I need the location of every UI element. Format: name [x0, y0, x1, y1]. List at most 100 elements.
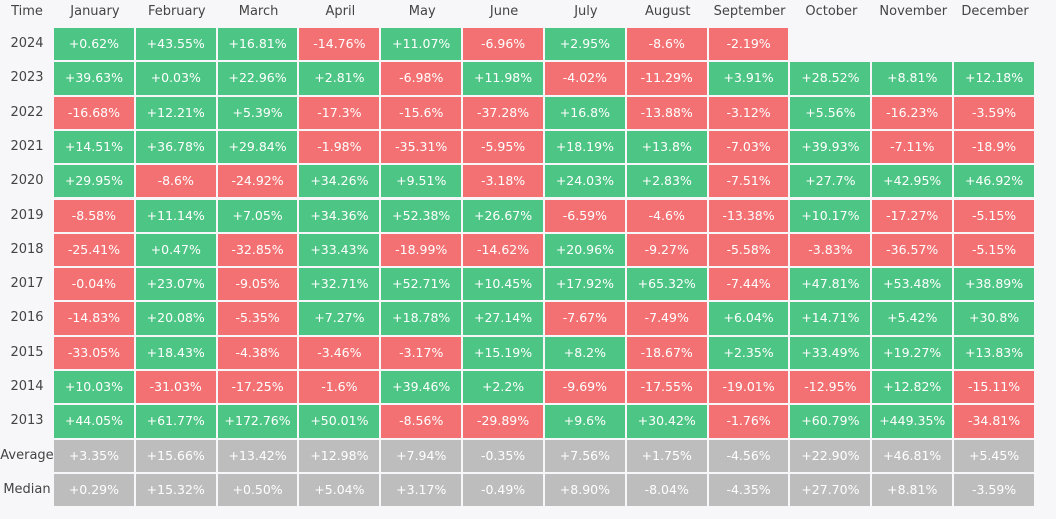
heatmap-cell: +34.36% — [299, 199, 380, 232]
year-label: 2024 — [10, 36, 44, 51]
heatmap-cell: -16.68% — [54, 96, 134, 129]
heatmap-cell: -2.19% — [708, 28, 789, 61]
heatmap-cell: +29.84% — [217, 130, 298, 164]
heatmap-cell: -3.59% — [954, 96, 1034, 129]
heatmap-cell: -9.27% — [626, 233, 707, 267]
summary-cell: +0.50% — [217, 473, 298, 507]
heatmap-cell: -14.62% — [463, 233, 543, 267]
year-label: 2015 — [10, 344, 44, 360]
heatmap-cell: +2.35% — [708, 336, 789, 369]
month-header: February — [147, 4, 206, 19]
summary-cell: -4.56% — [708, 439, 789, 472]
heatmap-cell: +6.04% — [708, 302, 789, 335]
heatmap-cell: +13.83% — [954, 336, 1034, 369]
heatmap-cell: +14.71% — [790, 302, 871, 335]
summary-cell: -8.04% — [626, 473, 707, 507]
month-header: June — [489, 4, 519, 19]
month-header: April — [325, 4, 356, 19]
summary-label: Median — [3, 481, 51, 497]
heatmap-cell: +46.92% — [954, 165, 1034, 198]
heatmap-cell: -16.23% — [872, 96, 953, 129]
heatmap-cell: -7.44% — [708, 268, 789, 301]
summary-cell: +5.04% — [299, 473, 380, 507]
heatmap-cell: -6.96% — [463, 28, 543, 61]
heatmap-cell: +33.43% — [299, 233, 380, 267]
heatmap-cell: +47.81% — [790, 268, 871, 301]
heatmap-cell: -24.92% — [217, 165, 298, 198]
heatmap-cell: -6.59% — [544, 199, 625, 232]
year-label: 2017 — [10, 276, 44, 292]
heatmap-cell: -5.15% — [954, 199, 1034, 232]
heatmap-cell: +18.43% — [135, 336, 216, 369]
summary-cell: +22.90% — [790, 439, 871, 472]
summary-cell: +0.29% — [54, 473, 134, 507]
year-label: 2019 — [10, 207, 44, 223]
heatmap-cell: -1.76% — [708, 405, 789, 438]
heatmap-cell: -32.85% — [217, 233, 298, 267]
heatmap-cell: +65.32% — [626, 268, 707, 301]
heatmap-cell: -33.05% — [54, 336, 134, 369]
heatmap-cell: +12.82% — [872, 371, 953, 404]
month-header: March — [238, 4, 279, 19]
heatmap-cell: +13.8% — [626, 130, 707, 164]
heatmap-cell: -4.02% — [544, 62, 625, 95]
heatmap-cell: +15.19% — [463, 336, 543, 369]
summary-cell: -0.49% — [463, 473, 543, 507]
heatmap-cell: -7.11% — [872, 130, 953, 164]
heatmap-cell: +2.95% — [544, 28, 625, 61]
summary-cell: +8.81% — [872, 473, 953, 507]
month-header: October — [805, 4, 858, 19]
heatmap-cell: -3.46% — [299, 336, 380, 369]
heatmap-cell: -5.58% — [708, 233, 789, 267]
month-header: September — [713, 4, 786, 19]
heatmap-cell: -18.99% — [381, 233, 462, 267]
summary-cell: +7.56% — [544, 439, 625, 472]
heatmap-cell: +10.03% — [54, 371, 134, 404]
year-label: 2020 — [10, 173, 44, 189]
heatmap-cell: -9.05% — [217, 268, 298, 301]
month-header: August — [644, 4, 691, 19]
heatmap-cell: -18.67% — [626, 336, 707, 369]
heatmap-cell: +23.07% — [135, 268, 216, 301]
heatmap-cell: +42.95% — [872, 165, 953, 198]
summary-cell: +7.94% — [381, 439, 462, 472]
month-header: May — [408, 4, 436, 19]
summary-cell: +46.81% — [872, 439, 953, 472]
heatmap-cell: -29.89% — [463, 405, 543, 438]
year-label: 2022 — [10, 104, 44, 120]
heatmap-cell: -8.6% — [135, 165, 216, 198]
heatmap-cell: +10.17% — [790, 199, 871, 232]
heatmap-cell: -15.6% — [381, 96, 462, 129]
summary-cell: +3.35% — [54, 439, 134, 472]
summary-cell: -3.59% — [954, 473, 1034, 507]
heatmap-cell: -7.51% — [708, 165, 789, 198]
heatmap-cell: +27.14% — [463, 302, 543, 335]
heatmap-cell: +8.81% — [872, 62, 953, 95]
heatmap-cell: +2.81% — [299, 62, 380, 95]
heatmap-cell: -11.29% — [626, 62, 707, 95]
heatmap-cell: +20.08% — [135, 302, 216, 335]
heatmap-cell: +9.51% — [381, 165, 462, 198]
summary-cell: +3.17% — [381, 473, 462, 507]
heatmap-cell: -4.38% — [217, 336, 298, 369]
heatmap-cell: -17.25% — [217, 371, 298, 404]
summary-cell: -0.35% — [463, 439, 543, 472]
heatmap-cell: -14.83% — [54, 302, 134, 335]
heatmap-cell: -9.69% — [544, 371, 625, 404]
heatmap-cell: -14.76% — [299, 28, 380, 61]
heatmap-cell: -17.3% — [299, 96, 380, 129]
heatmap-cell: -31.03% — [135, 371, 216, 404]
heatmap-cell: +3.91% — [708, 62, 789, 95]
heatmap-cell: +16.8% — [544, 96, 625, 129]
heatmap-cell: -6.98% — [381, 62, 462, 95]
heatmap-cell: +7.27% — [299, 302, 380, 335]
summary-cell: +8.90% — [544, 473, 625, 507]
heatmap-cell: -1.98% — [299, 130, 380, 164]
heatmap-cell: -3.17% — [381, 336, 462, 369]
heatmap-cell: +5.56% — [790, 96, 871, 129]
heatmap-cell: +50.01% — [299, 405, 380, 438]
summary-label: Average — [0, 447, 54, 463]
summary-cell: +5.45% — [954, 439, 1034, 472]
heatmap-cell: +0.47% — [135, 233, 216, 267]
heatmap-cell: +39.93% — [790, 130, 871, 164]
